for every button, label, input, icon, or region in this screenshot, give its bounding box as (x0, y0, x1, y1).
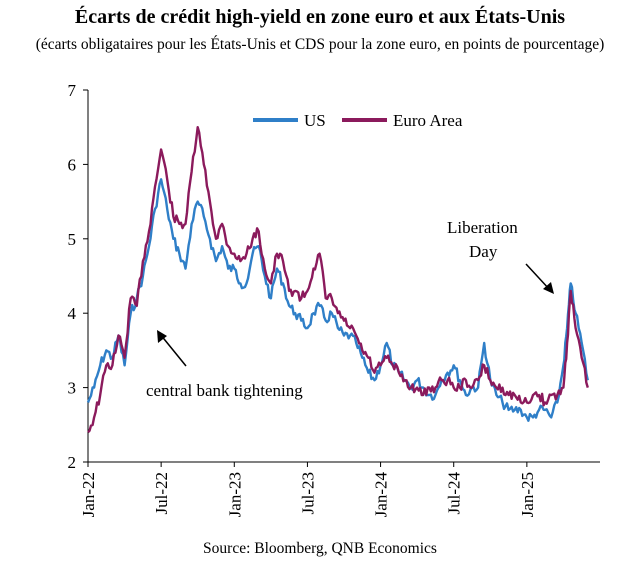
legend-label-us: US (304, 111, 326, 130)
annotation-arrowhead-central-bank (157, 330, 167, 343)
annotation-day: Day (469, 242, 498, 261)
annotation-central-bank-tightening: central bank tightening (146, 381, 303, 400)
chart-title: Écarts de crédit high-yield en zone euro… (74, 6, 566, 28)
x-tick-label: Jul-22 (152, 472, 171, 515)
chart-subtitle: (écarts obligataires pour les États-Unis… (35, 36, 605, 53)
annotation-liberation: Liberation (447, 218, 518, 237)
x-tick-label: Jul-23 (298, 472, 317, 515)
y-tick-label: 2 (68, 453, 77, 472)
y-tick-label: 3 (68, 379, 77, 398)
legend-label-euro: Euro Area (393, 111, 463, 130)
x-tick-label: Jan-25 (518, 472, 537, 517)
x-ticks: Jan-22 Jul-22 Jan-23 Jul-23 Jan-24 Jul-24 Jan-… (79, 462, 537, 517)
x-tick-label: Jan-23 (225, 472, 244, 517)
annotation-arrowhead-liberation-day (543, 282, 554, 294)
axes: 2 3 4 5 6 7 Jan-22 Jul-22 Jan-23 Jul-23 Jan-24 Jul… (68, 81, 600, 517)
y-tick-label: 6 (68, 155, 77, 174)
series-line-euro-area (87, 126, 589, 434)
y-ticks: 2 3 4 5 6 7 (68, 81, 88, 472)
y-tick-label: 4 (68, 304, 77, 323)
legend: US Euro Area (253, 111, 463, 130)
y-tick-label: 7 (68, 81, 77, 100)
y-tick-label: 5 (68, 230, 77, 249)
x-tick-label: Jul-24 (445, 472, 464, 515)
annotation-arrow-liberation-day (525, 263, 551, 291)
annotations: central bank tightening Liberation Day (146, 218, 554, 400)
annotation-arrow-central-bank (159, 333, 187, 367)
x-tick-label: Jan-24 (372, 472, 391, 518)
series-layer (86, 126, 589, 434)
x-tick-label: Jan-22 (79, 472, 98, 517)
chart-source: Source: Bloomberg, QNB Economics (203, 540, 437, 557)
series-line-us (86, 178, 589, 422)
